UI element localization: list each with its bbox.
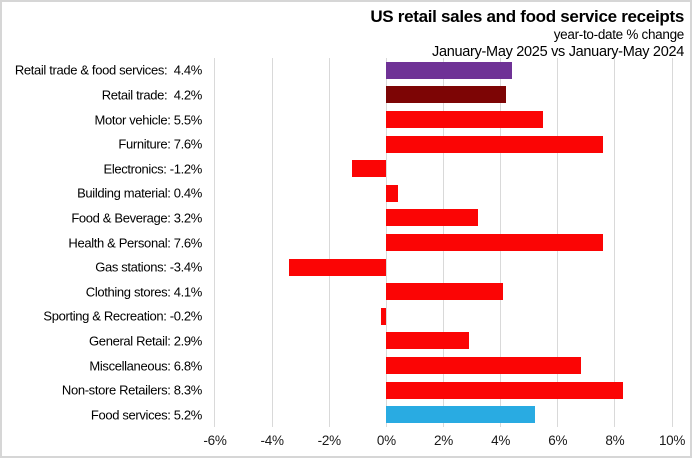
chart-header: US retail sales and food service receipt… [370, 7, 684, 60]
category-label: Building material: 0.4% [77, 185, 202, 201]
category-label: Health & Personal: 7.6% [68, 235, 202, 250]
x-tick-label: -2% [317, 433, 341, 448]
category-label: Non-store Retailers: 8.3% [61, 382, 202, 398]
x-tick-label: 10% [658, 433, 686, 448]
category-label: Sporting & Recreation: -0.2% [43, 308, 202, 324]
chart-title: US retail sales and food service receipt… [370, 7, 684, 26]
chart-period: January-May 2025 vs January-May 2024 [432, 44, 684, 61]
gridline [614, 58, 616, 427]
bar-food-beverage [386, 209, 478, 227]
category-label: Motor vehicle: 5.5% [94, 112, 202, 127]
category-label: Food services: 5.2% [90, 407, 202, 423]
bar-retail-trade-food-services [386, 61, 513, 79]
x-tick-label: 6% [548, 433, 568, 448]
category-label: Retail trade & food services: 4.4% [14, 62, 203, 78]
bar-retail-trade [386, 86, 507, 104]
x-tick-label: -6% [203, 433, 227, 448]
x-tick-label: 4% [491, 433, 511, 448]
bar-gas-stations [289, 258, 387, 276]
category-label: Electronics: -1.2% [103, 161, 203, 177]
x-tick-label: 8% [605, 433, 625, 448]
bar-general-retail [386, 332, 470, 350]
gridline [328, 58, 330, 427]
x-tick-label: -4% [260, 433, 284, 448]
bar-sporting-recreation [380, 307, 387, 325]
chart-subtitle: year-to-date % change [553, 27, 685, 43]
bar-miscellaneous [386, 357, 581, 374]
category-label: Miscellaneous: 6.8% [89, 358, 202, 373]
category-label: General Retail: 2.9% [89, 333, 202, 349]
gridline [214, 58, 216, 427]
bar-furniture [386, 135, 604, 153]
bar-motor-vehicle [386, 111, 544, 128]
bar-non-store-retailers [386, 381, 624, 399]
category-label: Food & Beverage: 3.2% [71, 210, 202, 226]
x-tick-label: 0% [376, 433, 396, 448]
category-label: Gas stations: -3.4% [95, 259, 202, 275]
bar-electronics [352, 160, 387, 178]
bar-clothing-stores [386, 283, 504, 301]
x-tick-label: 2% [434, 433, 453, 448]
category-label: Clothing stores: 4.1% [85, 284, 203, 300]
plot-area [207, 58, 680, 427]
category-label: Retail trade: 4.2% [101, 87, 203, 103]
bar-health-personal [386, 234, 604, 251]
bar-building-material [386, 184, 398, 202]
gridline [271, 58, 273, 427]
category-label: Furniture: 7.6% [118, 136, 202, 152]
bar-food-services [386, 406, 535, 424]
gridline [671, 58, 673, 427]
